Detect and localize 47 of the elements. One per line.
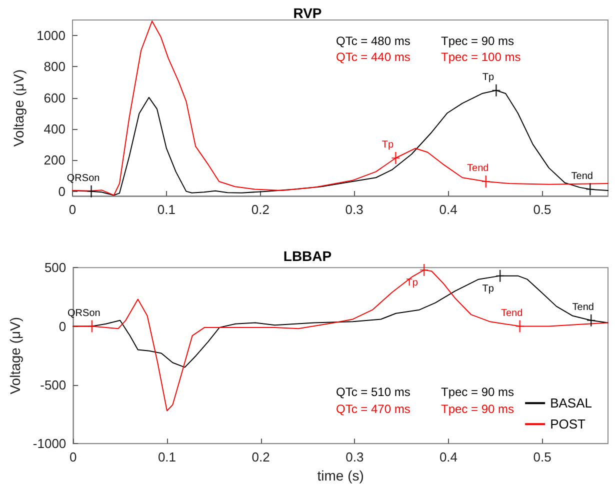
y-axis-title: Voltage (μV): [10, 69, 27, 147]
annotation: Tpec = 90 ms: [441, 385, 514, 399]
y-tick-label: -1000: [32, 436, 66, 452]
annotation: QTc = 480 ms: [336, 34, 410, 48]
annotation: QRSon: [66, 172, 100, 184]
y-tick-label: 600: [44, 90, 66, 106]
x-tick-label: 0.1: [157, 202, 176, 217]
chart-title: RVP: [293, 5, 322, 21]
y-tick-label: -500: [40, 377, 66, 392]
annotation: Tp: [482, 72, 494, 83]
annotation: QRSon: [68, 308, 100, 319]
annotation: Tend: [500, 308, 523, 319]
x-tick-label: 0.3: [345, 202, 364, 217]
x-tick-label: 0: [68, 202, 76, 217]
annotation: Tend: [572, 302, 594, 313]
x-tick-label: 0.5: [533, 202, 552, 217]
x-tick-label: 0.1: [158, 450, 176, 465]
annotation: Tp: [482, 283, 494, 294]
x-tick-label: 0.4: [439, 450, 458, 465]
legend-label: BASAL: [550, 396, 592, 411]
x-tick-label: 0.2: [252, 450, 270, 465]
annotation: Tpec = 90 ms: [441, 34, 514, 48]
annotation: Tend: [571, 170, 593, 182]
legend-label: POST: [550, 416, 586, 432]
y-tick-label: 1000: [36, 28, 66, 44]
x-tick-label: 0.3: [346, 450, 364, 465]
annotation: QTc = 510 ms: [336, 385, 410, 399]
x-tick-label: 0: [70, 450, 77, 465]
annotation: Tp: [406, 277, 418, 288]
y-tick-label: 0: [58, 318, 66, 334]
x-axis-title: time (s): [317, 468, 364, 484]
x-tick-label: 0.4: [439, 202, 458, 217]
y-tick-label: 500: [44, 260, 66, 276]
y-tick-label: 200: [44, 152, 66, 168]
annotation: Tp: [382, 139, 394, 150]
y-tick-label: 0: [58, 184, 66, 199]
y-tick-label: 400: [44, 122, 66, 137]
annotation: Tpec = 100 ms: [441, 50, 521, 64]
x-tick-label: 0.2: [251, 202, 270, 217]
annotation: Tend: [467, 163, 489, 174]
y-axis-title: Voltage (μV): [7, 316, 23, 394]
chart-title: LBBAP: [283, 248, 332, 264]
annotation: Tpec = 90 ms: [441, 402, 514, 416]
annotation: QTc = 470 ms: [336, 402, 410, 416]
annotation: QTc = 440 ms: [336, 50, 410, 64]
x-tick-label: 0.5: [533, 450, 552, 465]
y-tick-label: 800: [44, 59, 66, 74]
